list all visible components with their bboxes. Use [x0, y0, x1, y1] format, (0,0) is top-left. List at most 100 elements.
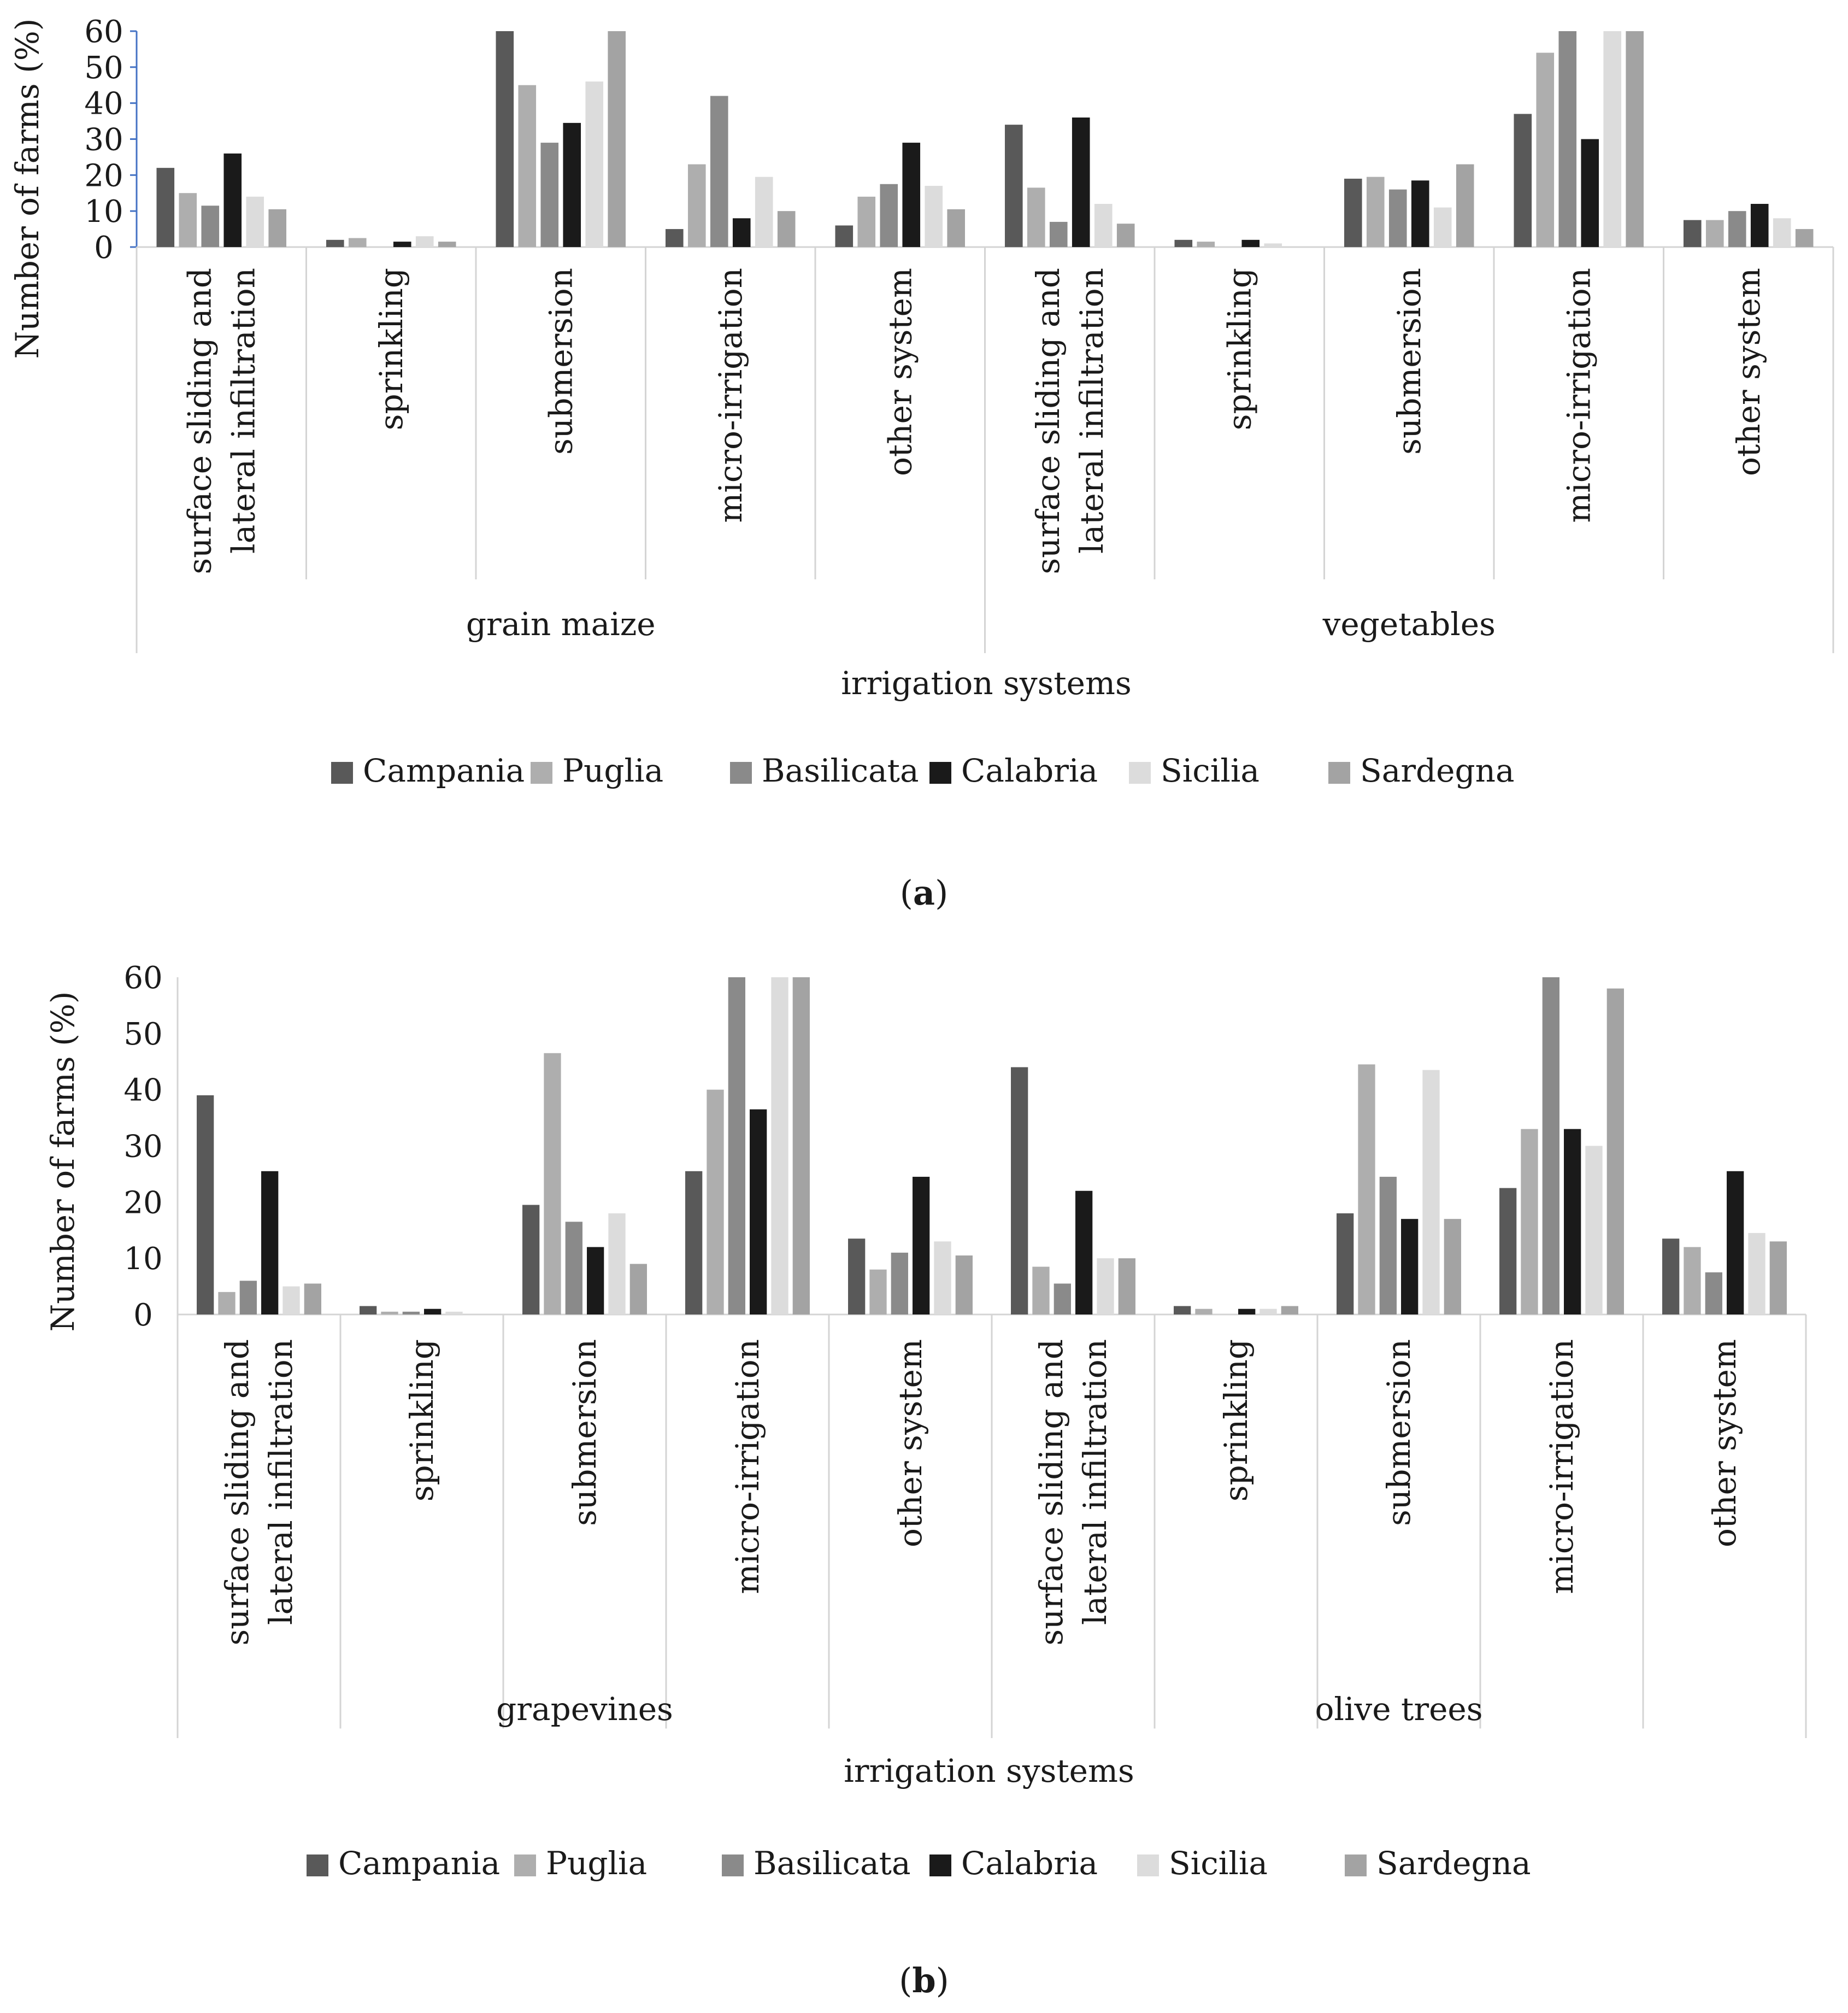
panel-b-y-tick-label: 0: [133, 1298, 153, 1333]
panel-a-caption-letter: a: [913, 873, 935, 913]
panel-b-category-label: other system: [892, 1339, 929, 1547]
panel-a-category-label: lateral infiltration: [225, 268, 262, 554]
legend-label-b-basilicata: Basilicata: [754, 1845, 911, 1882]
panel-b-y-tick-label: 40: [123, 1073, 162, 1108]
panel-a-category-label: surface sliding and: [181, 268, 218, 574]
panel-a-caption-open: (: [900, 873, 913, 913]
bar-b-sardegna: [1444, 1219, 1461, 1314]
bar-b-sicilia: [1097, 1258, 1114, 1314]
bar-a-sicilia: [246, 196, 264, 247]
panel-a-group-label: grain maize: [466, 606, 656, 643]
bar-a-campania: [835, 225, 854, 247]
bar-a-campania: [496, 31, 514, 247]
bar-b-basilicata: [728, 977, 745, 1314]
bar-b-puglia: [218, 1292, 236, 1314]
bar-a-campania: [156, 168, 175, 247]
bar-a-campania: [665, 229, 684, 247]
bar-a-sicilia: [755, 177, 773, 247]
bar-b-sicilia: [283, 1286, 300, 1314]
bar-b-campania: [1011, 1067, 1028, 1314]
panel-b-category-label: lateral infiltration: [262, 1339, 299, 1625]
bar-b-basilicata: [1379, 1177, 1397, 1314]
bar-b-sardegna: [1281, 1306, 1298, 1314]
bar-b-calabria: [913, 1177, 930, 1314]
bar-a-basilicata: [201, 206, 220, 247]
bar-b-sardegna: [629, 1264, 647, 1314]
bar-b-basilicata: [891, 1252, 908, 1314]
bar-a-calabria: [1241, 239, 1260, 247]
panel-a-y-tick-label: 60: [84, 14, 123, 50]
bar-b-calabria: [261, 1171, 279, 1314]
panel-a-category-label: micro-irrigation: [712, 268, 749, 523]
bar-a-sardegna: [777, 211, 796, 247]
bar-b-calabria: [1564, 1129, 1581, 1314]
bar-a-basilicata: [710, 96, 728, 247]
panel-b-category-label: micro-irrigation: [1543, 1339, 1580, 1594]
bar-b-sardegna: [792, 977, 810, 1314]
legend-swatch-a-sardegna: [1328, 762, 1350, 784]
legend-swatch-b-calabria: [929, 1854, 951, 1876]
bar-a-sardegna: [1795, 229, 1814, 247]
bar-b-campania: [360, 1306, 377, 1314]
panel-a-y-tick-label: 10: [84, 194, 123, 230]
bar-b-puglia: [544, 1053, 561, 1314]
legend-label-a-sardegna: Sardegna: [1360, 752, 1515, 789]
legend-label-b-campania: Campania: [338, 1845, 500, 1882]
panel-b-x-axis-title: irrigation systems: [844, 1752, 1134, 1789]
bar-a-basilicata: [540, 143, 559, 247]
bar-b-campania: [522, 1205, 540, 1314]
bar-a-calabria: [1072, 118, 1090, 247]
bar-b-sardegna: [955, 1255, 973, 1314]
panel-a-y-tick-label: 50: [84, 50, 123, 86]
legend-swatch-a-basilicata: [730, 762, 752, 784]
legend-label-a-calabria: Calabria: [961, 752, 1098, 789]
bar-b-puglia: [1358, 1064, 1375, 1314]
bar-a-sardegna: [268, 209, 287, 247]
bar-b-sardegna: [1769, 1241, 1787, 1314]
bar-a-campania: [1514, 114, 1532, 247]
panel-b-category-label: surface sliding and: [1033, 1339, 1070, 1646]
panel-a-caption: (a): [900, 873, 949, 913]
legend-swatch-b-puglia: [514, 1854, 536, 1876]
bar-b-calabria: [1075, 1190, 1093, 1314]
bar-a-puglia: [687, 164, 706, 247]
panel-b-y-tick-label: 50: [123, 1017, 162, 1052]
bar-b-sicilia: [1260, 1308, 1277, 1314]
panel-b-category-label: sprinkling: [403, 1339, 440, 1501]
bar-b-sicilia: [1422, 1070, 1440, 1314]
legend-label-b-sardegna: Sardegna: [1376, 1845, 1531, 1882]
legend-swatch-b-basilicata: [722, 1854, 744, 1876]
bar-a-sicilia: [1264, 243, 1282, 247]
bar-a-campania: [1344, 178, 1362, 247]
panel-b-legend: Campania Puglia Basilicata Calabria Sicilia S…: [307, 1845, 1531, 1882]
bar-a-puglia: [348, 238, 367, 247]
bar-b-campania: [685, 1171, 703, 1314]
bar-a-puglia: [179, 193, 197, 247]
panel-b-bars: [197, 977, 1787, 1314]
legend-label-a-campania: Campania: [363, 752, 525, 789]
bar-a-calabria: [563, 122, 581, 247]
bar-a-sicilia: [585, 81, 604, 247]
bar-b-campania: [1499, 1188, 1517, 1314]
panel-a-category-label: micro-irrigation: [1560, 268, 1597, 523]
bar-b-puglia: [1195, 1308, 1213, 1314]
legend-label-b-puglia: Puglia: [546, 1845, 647, 1882]
panel-a-y-tick-label: 0: [94, 230, 114, 266]
panel-a-category-label: sprinkling: [1221, 268, 1258, 430]
bar-b-sicilia: [1748, 1233, 1765, 1314]
bar-b-sardegna: [304, 1283, 321, 1314]
bar-a-sicilia: [415, 236, 434, 247]
panel-b-y-tick-label: 30: [123, 1129, 162, 1165]
bar-b-basilicata: [402, 1311, 420, 1314]
bar-b-sicilia: [608, 1213, 626, 1314]
bar-a-calabria: [223, 153, 242, 247]
bar-a-puglia: [1197, 242, 1215, 247]
bar-a-sicilia: [1773, 218, 1791, 247]
legend-label-b-sicilia: Sicilia: [1169, 1845, 1268, 1882]
bar-a-basilicata: [1728, 211, 1746, 247]
legend-label-a-puglia: Puglia: [562, 752, 663, 789]
